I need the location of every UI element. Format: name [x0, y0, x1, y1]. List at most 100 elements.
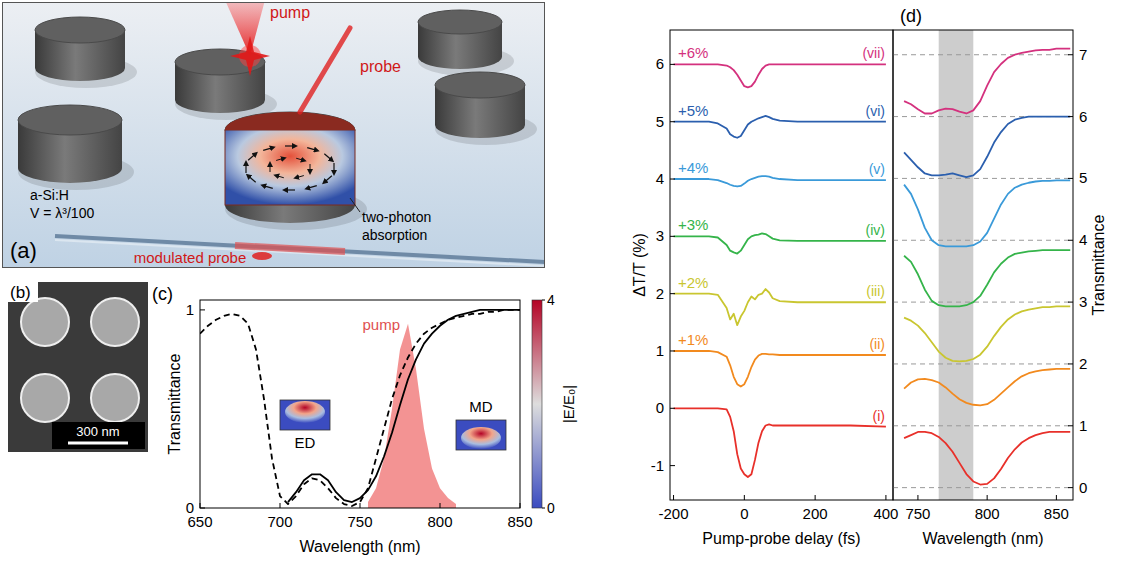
y-tick-label: 1 [656, 342, 664, 359]
line [200, 310, 520, 506]
annotation: ED [295, 434, 316, 451]
leader-line [350, 198, 360, 212]
line [674, 176, 886, 186]
series-label: pump [362, 316, 400, 333]
x-tick-label: 800 [975, 505, 1000, 522]
field-arrow [263, 186, 273, 189]
y-tick-label: 6 [656, 55, 664, 72]
panel-label: (d) [900, 6, 922, 26]
x-axis-title: Wavelength (nm) [299, 538, 420, 555]
line [904, 180, 1070, 246]
y-tick [1068, 240, 1073, 241]
grid-line [893, 487, 1073, 488]
field-arrow [324, 176, 332, 183]
series-label: +3% [678, 216, 708, 233]
field-arrow [307, 186, 317, 189]
grid-line [893, 178, 1073, 179]
y-tick-label: 5 [1079, 169, 1087, 186]
y-tick-label: 3 [656, 227, 664, 244]
scale-bar-label: 300 nm [76, 424, 119, 439]
y-tick [670, 236, 675, 237]
label-line: two-photon [362, 209, 431, 225]
y-tick [670, 293, 675, 294]
label-line: absorption [362, 227, 427, 243]
pump-label: pump [270, 4, 310, 21]
y-tick [670, 465, 675, 466]
x-tick-label: 800 [427, 513, 452, 530]
panel-label: (c) [152, 284, 173, 304]
cross-section-top [225, 112, 355, 130]
y-tick [200, 309, 205, 310]
y-tick [1068, 363, 1073, 364]
chart: 75080085001234567Wavelength (nm)Transmit… [893, 30, 1107, 547]
x-tick-label: 750 [905, 505, 930, 522]
series-tag: (vi) [866, 103, 885, 119]
x-tick [200, 503, 201, 508]
y-tick [1068, 425, 1073, 426]
y-tick-label: 2 [1079, 355, 1087, 372]
y-tick [1068, 54, 1073, 55]
y-tick [670, 64, 675, 65]
x-tick [917, 495, 918, 500]
x-tick-label: 700 [267, 513, 292, 530]
plot-area [200, 310, 520, 508]
y-tick-label: 3 [1079, 293, 1087, 310]
series-tag: (ii) [869, 336, 885, 352]
x-tick [885, 495, 886, 500]
grid-line [893, 363, 1073, 364]
grid-line [893, 302, 1073, 303]
chart: 65070075080085001Wavelength (nm)Transmit… [166, 292, 577, 555]
field-arrow [270, 164, 271, 172]
field-arrow [285, 189, 295, 190]
y-tick-label: 2 [656, 285, 664, 302]
absorption-label: two-photon absorption [362, 209, 431, 243]
y-tick [670, 121, 675, 122]
grid-line [893, 54, 1073, 55]
y-tick [670, 408, 675, 409]
output-label: modulated probe [134, 249, 247, 266]
x-tick [360, 503, 361, 508]
y-tick-label: 6 [1079, 108, 1087, 125]
highlight-band [939, 30, 974, 500]
field-inset-map [461, 427, 501, 449]
y-tick [1068, 178, 1073, 179]
field-inset [280, 400, 330, 430]
x-tick [815, 495, 816, 500]
annotation: MD [469, 398, 492, 415]
plot-frame [893, 30, 1073, 500]
pump-flare [230, 36, 270, 76]
series-label: +6% [678, 44, 708, 61]
pillar-top [35, 17, 125, 43]
x-tick-label: 850 [1044, 505, 1069, 522]
plot-area [893, 30, 1073, 500]
panel-label: (b) [10, 283, 31, 302]
y-tick-label: 0 [656, 399, 664, 416]
waveguide-edge [55, 240, 545, 266]
line [674, 233, 886, 253]
y-tick [1068, 116, 1073, 117]
y-tick [1068, 487, 1073, 488]
x-tick [744, 495, 745, 500]
x-tick-label: 400 [873, 505, 898, 522]
field-arrow [333, 163, 334, 173]
field-arrow [248, 176, 256, 183]
x-tick [280, 503, 281, 508]
series-tag: (iv) [866, 222, 885, 238]
colorbar-tick [542, 300, 545, 301]
line [674, 351, 886, 387]
x-tick [520, 503, 521, 508]
line [904, 250, 1070, 306]
y-tick [1068, 302, 1073, 303]
y-tick-label: 1 [1079, 417, 1087, 434]
grid-line [893, 425, 1073, 426]
field-arrow [307, 148, 317, 151]
pillar [225, 130, 355, 223]
waveguide [55, 236, 545, 262]
y-axis-title: ΔT/T (%) [631, 233, 648, 297]
field-arrow [296, 158, 304, 160]
pillar-top [418, 10, 502, 34]
x-tick-label: -200 [659, 505, 689, 522]
x-tick [440, 503, 441, 508]
series-label: +4% [678, 159, 708, 176]
colorbar-tick [542, 508, 545, 509]
